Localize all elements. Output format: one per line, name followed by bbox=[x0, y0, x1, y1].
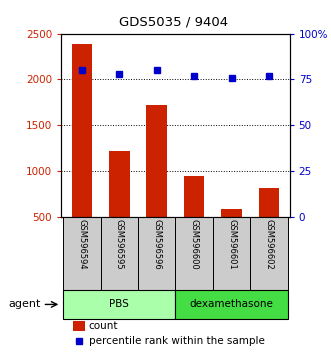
Bar bbox=[175, 217, 213, 290]
Bar bbox=[63, 290, 175, 319]
Text: GSM596600: GSM596600 bbox=[190, 219, 199, 270]
Bar bbox=[213, 217, 250, 290]
Bar bbox=[259, 188, 279, 263]
Text: GSM596595: GSM596595 bbox=[115, 219, 124, 270]
Text: PBS: PBS bbox=[109, 299, 129, 309]
Bar bbox=[73, 321, 85, 331]
Text: GSM596602: GSM596602 bbox=[264, 219, 273, 270]
Text: GSM596601: GSM596601 bbox=[227, 219, 236, 270]
Text: GSM596594: GSM596594 bbox=[77, 219, 86, 270]
Text: GDS5035 / 9404: GDS5035 / 9404 bbox=[119, 16, 228, 29]
Bar bbox=[175, 290, 288, 319]
Text: count: count bbox=[89, 321, 118, 331]
Bar bbox=[101, 217, 138, 290]
Bar bbox=[63, 217, 101, 290]
Text: percentile rank within the sample: percentile rank within the sample bbox=[89, 336, 264, 346]
Bar bbox=[138, 217, 175, 290]
Bar bbox=[221, 209, 242, 263]
Bar bbox=[71, 44, 92, 263]
Bar bbox=[250, 217, 288, 290]
Text: dexamethasone: dexamethasone bbox=[190, 299, 273, 309]
Text: GSM596596: GSM596596 bbox=[152, 219, 161, 270]
Bar bbox=[146, 105, 167, 263]
Bar bbox=[184, 176, 205, 263]
Text: agent: agent bbox=[8, 299, 41, 309]
Bar bbox=[109, 151, 129, 263]
